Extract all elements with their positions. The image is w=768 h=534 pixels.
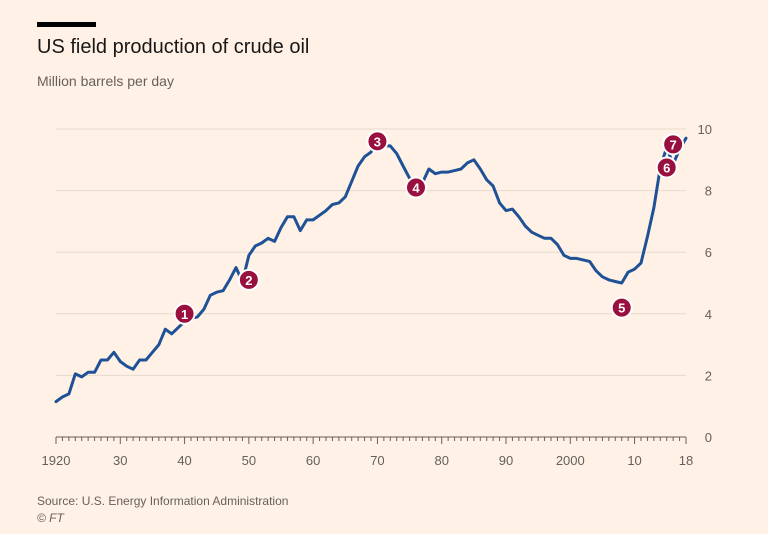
x-tick-label: 18 xyxy=(679,453,693,468)
y-tick-label: 10 xyxy=(698,122,712,137)
y-tick-label: 6 xyxy=(705,245,712,260)
x-tick-label: 1920 xyxy=(42,453,71,468)
annotation-circle xyxy=(655,156,678,179)
annotation-label: 7 xyxy=(670,137,677,152)
x-tick-label: 90 xyxy=(499,453,513,468)
annotation-label: 1 xyxy=(181,307,188,322)
x-tick-label: 2000 xyxy=(556,453,585,468)
x-tick-label: 10 xyxy=(627,453,641,468)
annotation-circle xyxy=(610,296,633,319)
annotation-circle xyxy=(405,176,427,199)
annotation-label: 4 xyxy=(412,181,420,196)
y-tick-label: 4 xyxy=(705,307,712,322)
annotation-marker: 7 xyxy=(662,133,685,156)
x-tick-label: 30 xyxy=(113,453,127,468)
annotation-marker: 6 xyxy=(655,156,678,179)
copyright-note: © FT xyxy=(37,511,64,525)
annotation-marker: 3 xyxy=(366,130,389,153)
annotation-circle xyxy=(237,268,260,291)
annotation-label: 5 xyxy=(618,301,625,316)
annotation-circle xyxy=(173,302,196,325)
chart-title: US field production of crude oil xyxy=(37,36,310,58)
annotation-marker: 1 xyxy=(173,302,196,325)
chart-subtitle: Million barrels per day xyxy=(37,73,174,89)
y-tick-label: 8 xyxy=(705,184,712,199)
y-tick-label: 2 xyxy=(705,368,712,383)
annotation-label: 6 xyxy=(663,161,670,176)
x-tick-label: 60 xyxy=(306,453,320,468)
x-tick-label: 50 xyxy=(242,453,256,468)
annotation-label: 3 xyxy=(374,134,381,149)
source-note: Source: U.S. Energy Information Administ… xyxy=(37,494,289,508)
annotation-circle xyxy=(662,133,685,156)
annotation-marker: 5 xyxy=(610,296,633,319)
annotation-marker: 4 xyxy=(405,176,427,199)
annotation-label: 2 xyxy=(245,273,252,288)
brand-bar xyxy=(37,22,96,27)
annotation-circle xyxy=(366,130,389,153)
x-tick-label: 80 xyxy=(434,453,448,468)
x-tick-label: 40 xyxy=(177,453,191,468)
production-series-line xyxy=(54,136,688,404)
y-tick-label: 0 xyxy=(705,430,712,445)
x-tick-label: 70 xyxy=(370,453,384,468)
annotation-marker: 2 xyxy=(237,268,260,291)
